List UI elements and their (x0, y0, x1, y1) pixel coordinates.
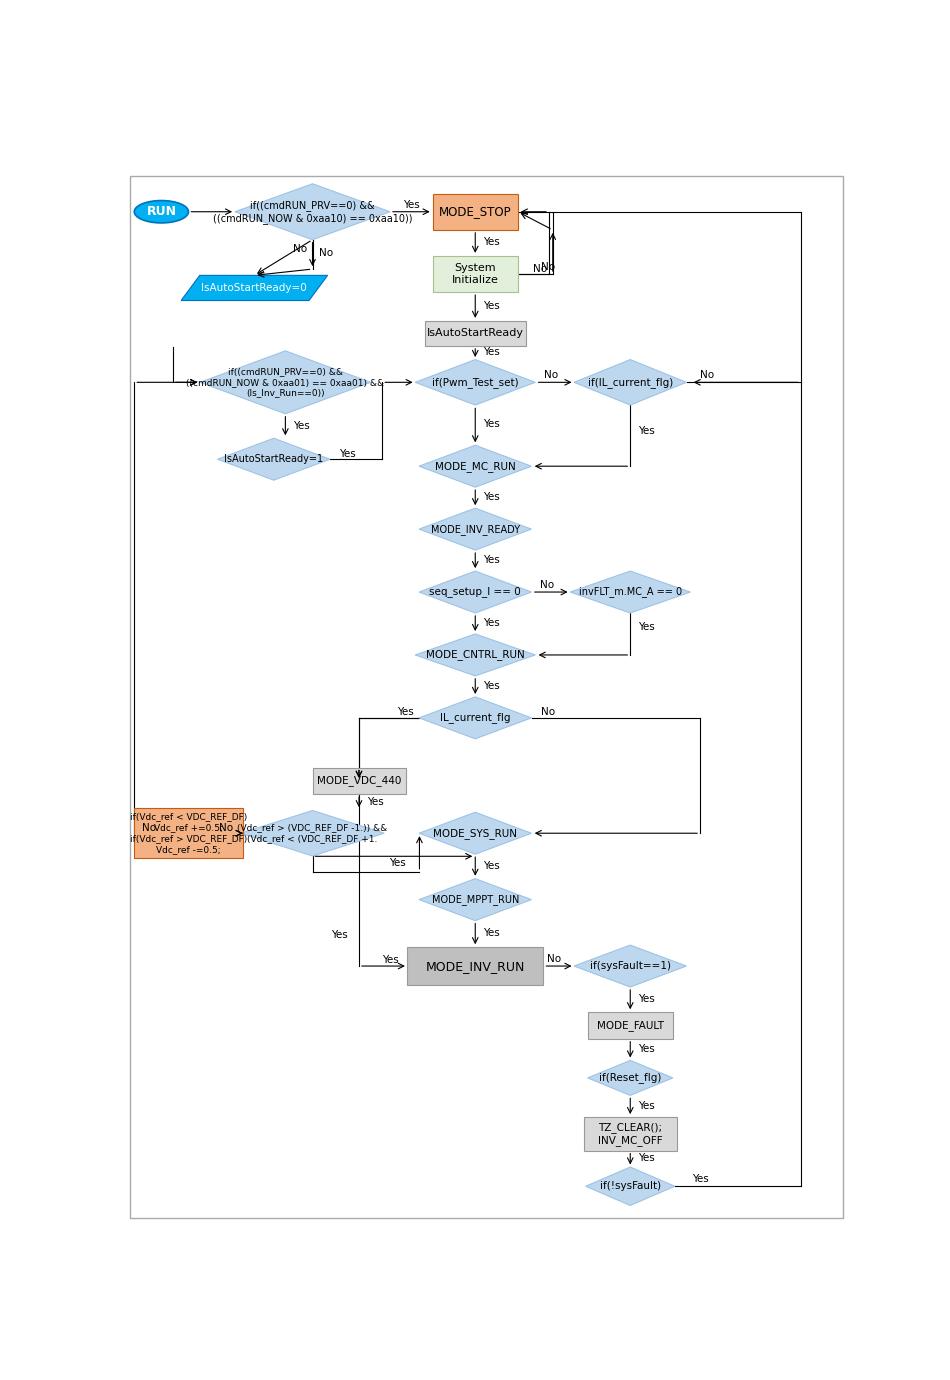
Polygon shape (570, 571, 691, 613)
Text: No: No (294, 244, 307, 254)
Text: Yes: Yes (382, 955, 398, 966)
Text: Yes: Yes (483, 555, 500, 564)
Text: Yes: Yes (638, 622, 655, 632)
Polygon shape (574, 360, 687, 406)
Text: No: No (318, 248, 332, 258)
Bar (588, 1012, 673, 1039)
Polygon shape (218, 439, 330, 480)
Bar (583, 1116, 676, 1151)
Bar (313, 767, 406, 794)
Text: No: No (219, 822, 234, 832)
Text: Yes: Yes (483, 618, 500, 628)
Text: Yes: Yes (483, 861, 500, 871)
Text: invFLT_m.MC_A == 0: invFLT_m.MC_A == 0 (579, 586, 682, 598)
Text: Yes: Yes (638, 1045, 655, 1054)
Text: (Vdc_ref > (VDC_REF_DF -1.)) &&
(Vdc_ref < (VDC_REF_DF +1.: (Vdc_ref > (VDC_REF_DF -1.)) && (Vdc_ref… (238, 824, 388, 843)
Text: Yes: Yes (390, 858, 407, 868)
Polygon shape (200, 351, 370, 414)
Bar (134, 809, 243, 858)
Polygon shape (588, 1060, 673, 1096)
Text: No: No (544, 370, 559, 381)
Polygon shape (415, 633, 535, 676)
Text: Yes: Yes (483, 237, 500, 247)
Text: MODE_MC_RUN: MODE_MC_RUN (435, 461, 516, 472)
Polygon shape (419, 508, 531, 551)
Text: Yes: Yes (693, 1174, 709, 1184)
Text: Yes: Yes (638, 994, 655, 1003)
Text: No: No (547, 954, 561, 965)
Text: Yes: Yes (483, 420, 500, 429)
Text: if(sysFault==1): if(sysFault==1) (590, 960, 671, 972)
Text: if(Pwm_Test_set): if(Pwm_Test_set) (432, 377, 519, 388)
Polygon shape (419, 879, 531, 920)
Polygon shape (586, 1167, 674, 1206)
Text: Yes: Yes (638, 1154, 655, 1163)
Bar (432, 255, 518, 293)
Bar (408, 947, 543, 985)
Text: IsAutoStartReady=1: IsAutoStartReady=1 (224, 454, 323, 464)
Text: No: No (533, 264, 547, 275)
Polygon shape (240, 810, 384, 856)
Text: Yes: Yes (638, 426, 655, 436)
Text: MODE_CNTRL_RUN: MODE_CNTRL_RUN (426, 650, 524, 661)
Text: System
Initialize: System Initialize (452, 262, 499, 286)
Text: MODE_MPPT_RUN: MODE_MPPT_RUN (431, 894, 519, 905)
Text: if(Reset_flg): if(Reset_flg) (599, 1072, 661, 1083)
Text: MODE_INV_RUN: MODE_INV_RUN (426, 959, 525, 973)
Polygon shape (419, 571, 531, 613)
Text: Yes: Yes (638, 1101, 655, 1111)
Text: IsAutoStartReady: IsAutoStartReady (427, 328, 523, 338)
Bar (432, 193, 518, 230)
Text: MODE_FAULT: MODE_FAULT (597, 1020, 664, 1031)
Text: Yes: Yes (404, 200, 420, 210)
Text: MODE_VDC_440: MODE_VDC_440 (316, 776, 401, 787)
Polygon shape (419, 813, 531, 854)
Text: No: No (541, 580, 555, 591)
Text: if((cmdRUN_PRV==0) &&
((cmdRUN_NOW & 0xaa10) == 0xaa10)): if((cmdRUN_PRV==0) && ((cmdRUN_NOW & 0xa… (213, 200, 412, 224)
Text: No: No (700, 370, 714, 381)
Text: Yes: Yes (331, 930, 348, 940)
Text: Yes: Yes (483, 348, 500, 357)
Polygon shape (419, 697, 531, 738)
Text: Yes: Yes (339, 450, 355, 460)
Polygon shape (574, 945, 687, 987)
Text: Yes: Yes (483, 929, 500, 938)
Text: Yes: Yes (367, 796, 384, 807)
Text: if(IL_current_flg): if(IL_current_flg) (588, 377, 673, 388)
Polygon shape (419, 446, 531, 487)
Text: Yes: Yes (397, 708, 414, 718)
Text: Yes: Yes (483, 680, 500, 691)
Text: Yes: Yes (483, 491, 500, 502)
Polygon shape (415, 360, 535, 406)
Text: No: No (542, 262, 555, 272)
Text: MODE_STOP: MODE_STOP (439, 206, 511, 218)
Text: if(Vdc_ref < VDC_REF_DF)
Vdc_ref +=0.5;
if(Vdc_ref > VDC_REF_DF)
Vdc_ref -=0.5;: if(Vdc_ref < VDC_REF_DF) Vdc_ref +=0.5; … (130, 811, 247, 854)
Text: IsAutoStartReady=0: IsAutoStartReady=0 (201, 283, 307, 293)
Text: if(!sysFault): if(!sysFault) (599, 1181, 661, 1191)
Text: TZ_CLEAR();
INV_MC_OFF: TZ_CLEAR(); INV_MC_OFF (598, 1122, 662, 1145)
Text: MODE_INV_READY: MODE_INV_READY (430, 523, 520, 534)
Text: if((cmdRUN_PRV==0) &&
((cmdRUN_NOW & 0xaa01) == 0xaa01) &&
(Is_Inv_Run==0)): if((cmdRUN_PRV==0) && ((cmdRUN_NOW & 0xa… (186, 367, 385, 397)
Text: MODE_SYS_RUN: MODE_SYS_RUN (433, 828, 517, 839)
Text: Yes: Yes (483, 301, 500, 310)
Text: IL_current_flg: IL_current_flg (440, 712, 510, 723)
Text: No: No (542, 708, 555, 718)
Polygon shape (235, 184, 390, 240)
Ellipse shape (134, 200, 188, 224)
Text: seq_setup_I == 0: seq_setup_I == 0 (429, 586, 522, 598)
Polygon shape (181, 276, 328, 301)
Text: No: No (142, 822, 156, 832)
Bar (425, 320, 525, 346)
Text: Yes: Yes (294, 421, 310, 431)
Text: RUN: RUN (146, 206, 177, 218)
